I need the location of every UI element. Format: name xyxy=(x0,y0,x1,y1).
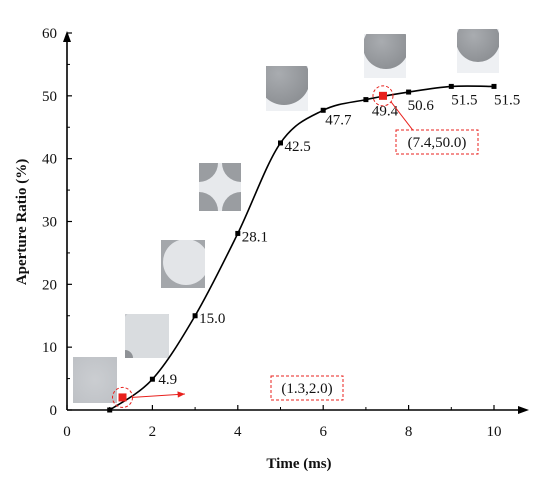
y-ticks: 0 10 20 30 40 50 60 xyxy=(42,26,72,419)
data-label: 28.1 xyxy=(242,229,268,245)
data-label: 50.6 xyxy=(408,98,435,114)
data-label: 15.0 xyxy=(199,311,225,327)
data-point xyxy=(149,376,155,382)
x-tick-label: 2 xyxy=(149,424,157,440)
x-tick-label: 4 xyxy=(234,424,242,440)
aperture-thumbnail-4 xyxy=(199,163,241,211)
y-tick-label: 30 xyxy=(42,215,57,231)
y-tick-label: 50 xyxy=(42,89,57,105)
highlight-point xyxy=(118,393,127,402)
x-tick-label: 8 xyxy=(405,424,413,440)
y-tick-label: 40 xyxy=(42,152,57,168)
aperture-thumbnails xyxy=(73,29,499,403)
aperture-thumbnail-1 xyxy=(73,357,117,403)
annotation-arrowhead xyxy=(177,391,185,398)
annotation-box xyxy=(395,129,479,155)
point-labels: 4.9 15.0 28.1 42.5 47.7 49.4 50.6 51.5 51.5 xyxy=(158,92,520,388)
annotation-label: (1.3,2.0) xyxy=(281,381,332,397)
data-label: 49.4 xyxy=(372,104,399,120)
series-line xyxy=(109,85,495,411)
aperture-thumbnail-2 xyxy=(125,314,169,358)
annotation-label: (7.4,50.0) xyxy=(408,135,467,151)
y-tick-label: 20 xyxy=(42,277,57,293)
data-label: 4.9 xyxy=(158,372,177,388)
y-tick-label: 10 xyxy=(42,340,57,356)
data-point xyxy=(320,107,326,113)
annotation-box xyxy=(270,375,344,401)
data-label: 42.5 xyxy=(285,139,311,155)
data-label: 51.5 xyxy=(451,92,477,108)
x-axis-label: Time (ms) xyxy=(266,456,331,472)
y-tick-label: 0 xyxy=(50,403,58,419)
data-label: 51.5 xyxy=(494,92,520,108)
highlight-point xyxy=(378,91,387,100)
data-point xyxy=(235,230,241,236)
aperture-thumbnail-6 xyxy=(364,34,406,78)
y-axis-label: Aperture Ratio (%) xyxy=(14,159,30,285)
x-axis-arrow xyxy=(518,406,529,414)
y-tick-label: 60 xyxy=(42,26,57,42)
x-tick-label: 0 xyxy=(63,424,71,440)
aperture-thumbnail-3 xyxy=(161,240,205,288)
data-point xyxy=(107,407,113,413)
data-point xyxy=(491,83,497,89)
annotations: (1.3,2.0) (7.4,50.0) xyxy=(112,85,479,408)
data-point xyxy=(192,313,198,319)
data-point xyxy=(363,97,369,103)
data-point xyxy=(406,89,412,95)
annotation-arrow xyxy=(132,393,186,398)
x-tick-label: 6 xyxy=(319,424,327,440)
x-tick-label: 10 xyxy=(487,424,502,440)
highlight-circle xyxy=(372,85,394,107)
axes xyxy=(63,31,529,414)
aperture-thumbnail-7 xyxy=(457,29,499,73)
series-points xyxy=(107,83,497,413)
data-point xyxy=(278,140,283,146)
data-label: 47.7 xyxy=(325,112,352,128)
aperture-thumbnail-5 xyxy=(266,66,308,111)
y-axis-arrow xyxy=(63,31,71,42)
data-point xyxy=(448,83,454,89)
